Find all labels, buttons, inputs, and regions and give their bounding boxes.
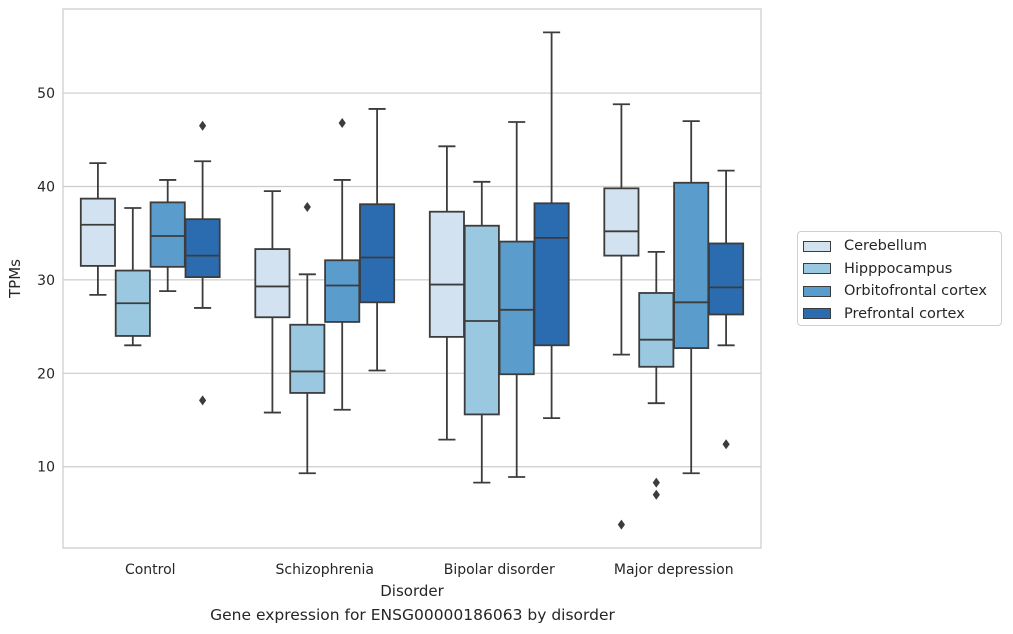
plot-area-border (62, 8, 762, 549)
legend-swatch (803, 308, 831, 320)
box-iqr (603, 187, 640, 257)
y-tick-labels: 10 20 30 40 50 (37, 86, 55, 476)
box-plot (428, 145, 465, 441)
box-iqr (254, 248, 291, 319)
legend-label: Prefrontal cortex (844, 305, 965, 322)
outlier-point (338, 117, 346, 128)
box-plot (114, 207, 151, 347)
y-axis-label: TPMs (6, 259, 24, 299)
legend-swatch (803, 285, 831, 297)
box-plot (324, 117, 361, 411)
box-plot (289, 202, 326, 475)
box-iqr (673, 181, 710, 349)
box-plot (254, 190, 291, 414)
x-tick-label: Major depression (614, 562, 734, 578)
box-plot (708, 169, 745, 450)
legend: Cerebellum Hipppocampus Orbitofrontal cort… (797, 231, 1002, 326)
x-tick-label: Schizophrenia (276, 562, 374, 578)
box-iqr (463, 224, 500, 416)
box-iqr (149, 201, 186, 268)
y-tick-label: 20 (37, 366, 55, 382)
box-iqr (498, 240, 535, 376)
box-plot (603, 103, 640, 530)
x-tick-label: Control (125, 562, 176, 578)
legend-item: Hipppocampus (803, 258, 1001, 281)
box-plots (79, 31, 745, 530)
outlier-point (652, 489, 660, 500)
outlier-point (652, 477, 660, 488)
outlier-point (303, 202, 311, 213)
box-plot (359, 108, 396, 372)
box-iqr (324, 259, 361, 323)
outlier-point (722, 439, 730, 450)
box-plot (673, 120, 710, 475)
box-iqr (708, 242, 745, 316)
box-plot (498, 121, 535, 478)
y-tick-label: 10 (37, 460, 55, 476)
box-plot (79, 162, 116, 296)
box-iqr (533, 202, 570, 347)
legend-label: Cerebellum (844, 238, 928, 255)
box-plot (149, 179, 186, 293)
box-iqr (289, 323, 326, 394)
box-plot (533, 31, 570, 420)
box-iqr (79, 197, 116, 267)
x-axis-label: Disorder (380, 582, 444, 600)
y-tick-label: 40 (37, 179, 55, 195)
outlier-point (199, 395, 207, 406)
legend-item: Orbitofrontal cortex (803, 280, 1001, 303)
legend-swatch (803, 240, 831, 252)
y-tick-label: 30 (37, 273, 55, 289)
box-plot (638, 250, 675, 500)
chart-caption: Gene expression for ENSG00000186063 by d… (210, 606, 615, 624)
outlier-point (617, 519, 625, 530)
box-iqr (359, 203, 396, 304)
outlier-point (199, 120, 207, 131)
y-tick-label: 50 (37, 86, 55, 102)
x-tick-labels: Control Schizophrenia Bipolar disorder Majo… (125, 562, 734, 578)
box-iqr (638, 292, 675, 368)
box-plot (184, 120, 221, 406)
x-tick-label: Bipolar disorder (444, 562, 555, 578)
legend-label: Hipppocampus (844, 260, 953, 277)
legend-item: Cerebellum (803, 235, 1001, 258)
grid-lines (63, 92, 761, 468)
box-iqr (428, 210, 465, 338)
box-iqr (184, 218, 221, 278)
legend-label: Orbitofrontal cortex (844, 283, 987, 300)
legend-item: Prefrontal cortex (803, 303, 1001, 326)
box-plot (463, 180, 500, 484)
legend-swatch (803, 263, 831, 275)
